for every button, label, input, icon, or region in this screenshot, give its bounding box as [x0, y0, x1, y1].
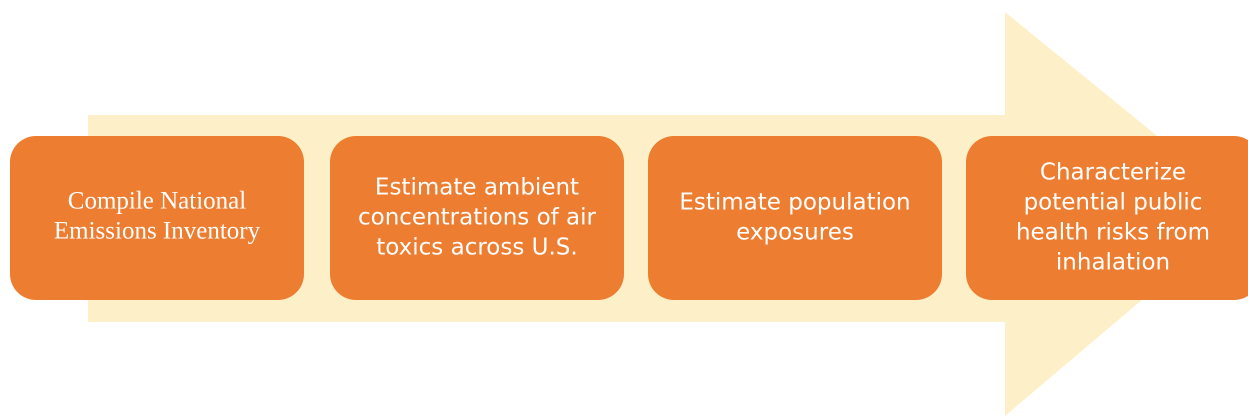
step-label: potential public: [1024, 190, 1203, 216]
step-label: Estimate ambient: [375, 175, 579, 201]
step-label: exposures: [736, 220, 854, 246]
step-label: Compile National: [68, 188, 246, 215]
step-label: Estimate population: [679, 190, 910, 216]
step-box: [10, 136, 304, 300]
step-label: concentrations of air: [358, 205, 597, 231]
step-label: Emissions Inventory: [54, 218, 261, 245]
step-label: Characterize: [1040, 160, 1186, 186]
step-label: toxics across U.S.: [376, 235, 577, 261]
step-label: inhalation: [1056, 250, 1170, 276]
steps: Compile National Emissions Inventory Estim…: [10, 136, 1248, 300]
step-label: health risks from: [1016, 220, 1210, 246]
step-box: [330, 136, 624, 300]
step-box: [648, 136, 942, 300]
step-box: [966, 136, 1248, 300]
